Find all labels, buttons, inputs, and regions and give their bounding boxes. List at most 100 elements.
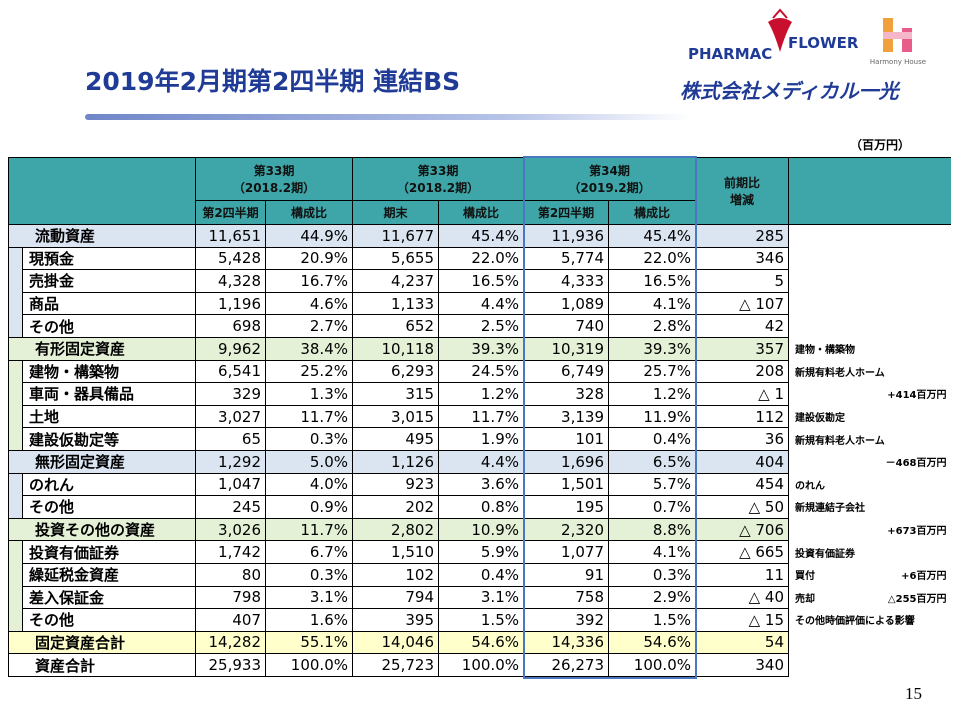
value-cell: 45.4% [438, 224, 524, 248]
value-cell: 395 [352, 608, 439, 632]
sub-header: 第2四半期 [523, 200, 609, 225]
header-row: 第2四半期 構成比 期末 構成比 第2四半期 構成比 [9, 200, 951, 225]
value-cell: 14,282 [195, 630, 266, 655]
value-cell: 923 [352, 472, 439, 497]
fiscal: （2018.2期） [232, 181, 316, 195]
fiscal: （2018.2期） [396, 181, 480, 195]
value-cell: 54.6% [608, 630, 696, 655]
value-cell: 357 [695, 336, 789, 361]
note: 建設仮勘定 [795, 413, 845, 425]
slide-title: 2019年2月期第2四半期 連結BS [85, 67, 461, 96]
value-cell: 4.6% [265, 291, 353, 316]
company-name: 株式会社メディカル一光 [680, 79, 901, 103]
value-cell: 6.7% [265, 540, 353, 564]
value-cell: 315 [352, 382, 439, 406]
value-cell: 0.9% [265, 495, 353, 519]
value-cell: 0.8% [438, 495, 524, 519]
value-cell: 3.1% [438, 585, 524, 610]
note: 新規連結子会社 [795, 503, 865, 515]
section-row: 有形固定資産 9,962 38.4% 10,118 39.3% 10,319 39.3% 35… [8, 336, 951, 361]
value-cell: 3,139 [523, 404, 609, 429]
note: +673百万円 [887, 526, 947, 538]
value-cell: 1.2% [608, 382, 696, 406]
value-cell: 9,962 [195, 336, 266, 361]
item-row: 商品 1,196 4.6% 1,133 4.4% 1,089 4.1% △ 107 [8, 291, 951, 316]
value-cell: 1.6% [265, 608, 353, 632]
row-label: 投資その他の資産 [8, 517, 196, 542]
title-underline [85, 114, 690, 120]
value-cell: 80 [195, 562, 266, 587]
section-row: 投資その他の資産 3,026 11.7% 2,802 10.9% 2,320 8.8% △ 7… [8, 517, 951, 542]
item-row: 売掛金 4,328 16.7% 4,237 16.5% 4,333 16.5% 5 [8, 269, 951, 293]
value-cell: 1,089 [523, 291, 609, 316]
value-cell: 44.9% [265, 224, 353, 248]
row-label: 売掛金 [22, 269, 196, 293]
value-cell: 2.8% [608, 314, 696, 338]
value-cell: 5.7% [608, 472, 696, 497]
note: +414百万円 [887, 390, 947, 402]
value-cell: 495 [352, 427, 439, 451]
note: －468百万円 [885, 458, 947, 470]
value-cell: 1,047 [195, 472, 266, 497]
indent-strip [8, 586, 23, 609]
flower-icon [768, 18, 792, 52]
value-cell: 1,292 [195, 449, 266, 474]
value-cell: △ 50 [695, 495, 789, 519]
value-cell: 54 [695, 630, 789, 655]
value-cell: 39.3% [438, 336, 524, 361]
item-row: 土地 3,027 11.7% 3,015 11.7% 3,139 11.9% 112 建設仮勘定 [8, 404, 951, 429]
value-cell: 698 [195, 314, 266, 338]
note-cell: 売却 △255百万円 [789, 586, 951, 609]
value-cell: 1.2% [438, 382, 524, 406]
item-row: 繰延税金資産 80 0.3% 102 0.4% 91 0.3% 11 買付 +6百万円 [8, 562, 951, 587]
sub-header: 構成比 [438, 200, 524, 225]
indent-strip [8, 292, 23, 315]
row-label: 資産合計 [8, 653, 196, 677]
value-cell: 11,651 [195, 224, 266, 248]
value-cell: 407 [195, 608, 266, 632]
group-header: 第34期 （2019.2期） [523, 157, 696, 201]
value-cell: 758 [523, 585, 609, 610]
note-cell: 新規連結子会社 [789, 496, 951, 519]
value-cell: 11.7% [265, 404, 353, 429]
value-cell: 100.0% [608, 653, 696, 677]
value-cell: 1,077 [523, 540, 609, 564]
value-cell: 202 [352, 495, 439, 519]
value-cell: 11.7% [265, 517, 353, 542]
value-cell: 4.4% [438, 449, 524, 474]
value-cell: 11,677 [352, 224, 439, 248]
value-cell: 3,026 [195, 517, 266, 542]
value-cell: 0.3% [265, 562, 353, 587]
value-cell: 1,510 [352, 540, 439, 564]
note: 投資有価証券 [795, 548, 855, 560]
section-row: 資産合計 25,933 100.0% 25,723 100.0% 26,273 100.0%… [8, 653, 951, 677]
value-cell: 5.9% [438, 540, 524, 564]
value-cell: 4,333 [523, 269, 609, 293]
item-row: 投資有価証券 1,742 6.7% 1,510 5.9% 1,077 4.1% △ 665 投資… [8, 540, 951, 564]
value-cell: 2.5% [438, 314, 524, 338]
value-cell: 740 [523, 314, 609, 338]
value-cell: 39.3% [608, 336, 696, 361]
value-cell: 24.5% [438, 359, 524, 384]
value-cell: 0.4% [608, 427, 696, 451]
group-header: 第33期 （2018.2期） [195, 157, 353, 201]
row-label: 建設仮勘定等 [22, 427, 196, 451]
note: 新規有料老人ホーム [795, 367, 885, 379]
value-cell: 25,933 [195, 653, 266, 677]
logos: PHARMAC FLOWER Harmony House 株式会社メディカル一光 [680, 8, 926, 103]
value-cell: 2.7% [265, 314, 353, 338]
note-cell [789, 315, 951, 338]
value-cell: 22.0% [438, 246, 524, 271]
change-label: 前期比 [723, 176, 760, 190]
harmony-icon [883, 32, 912, 39]
value-cell: 0.7% [608, 495, 696, 519]
brand-right: FLOWER [788, 34, 859, 52]
value-cell: 11,936 [523, 224, 609, 248]
indent-strip [8, 405, 23, 428]
value-cell: 0.3% [608, 562, 696, 587]
item-row: その他 698 2.7% 652 2.5% 740 2.8% 42 [8, 314, 951, 338]
indent-strip [8, 360, 23, 383]
value-cell: 798 [195, 585, 266, 610]
header-cell [788, 157, 951, 225]
